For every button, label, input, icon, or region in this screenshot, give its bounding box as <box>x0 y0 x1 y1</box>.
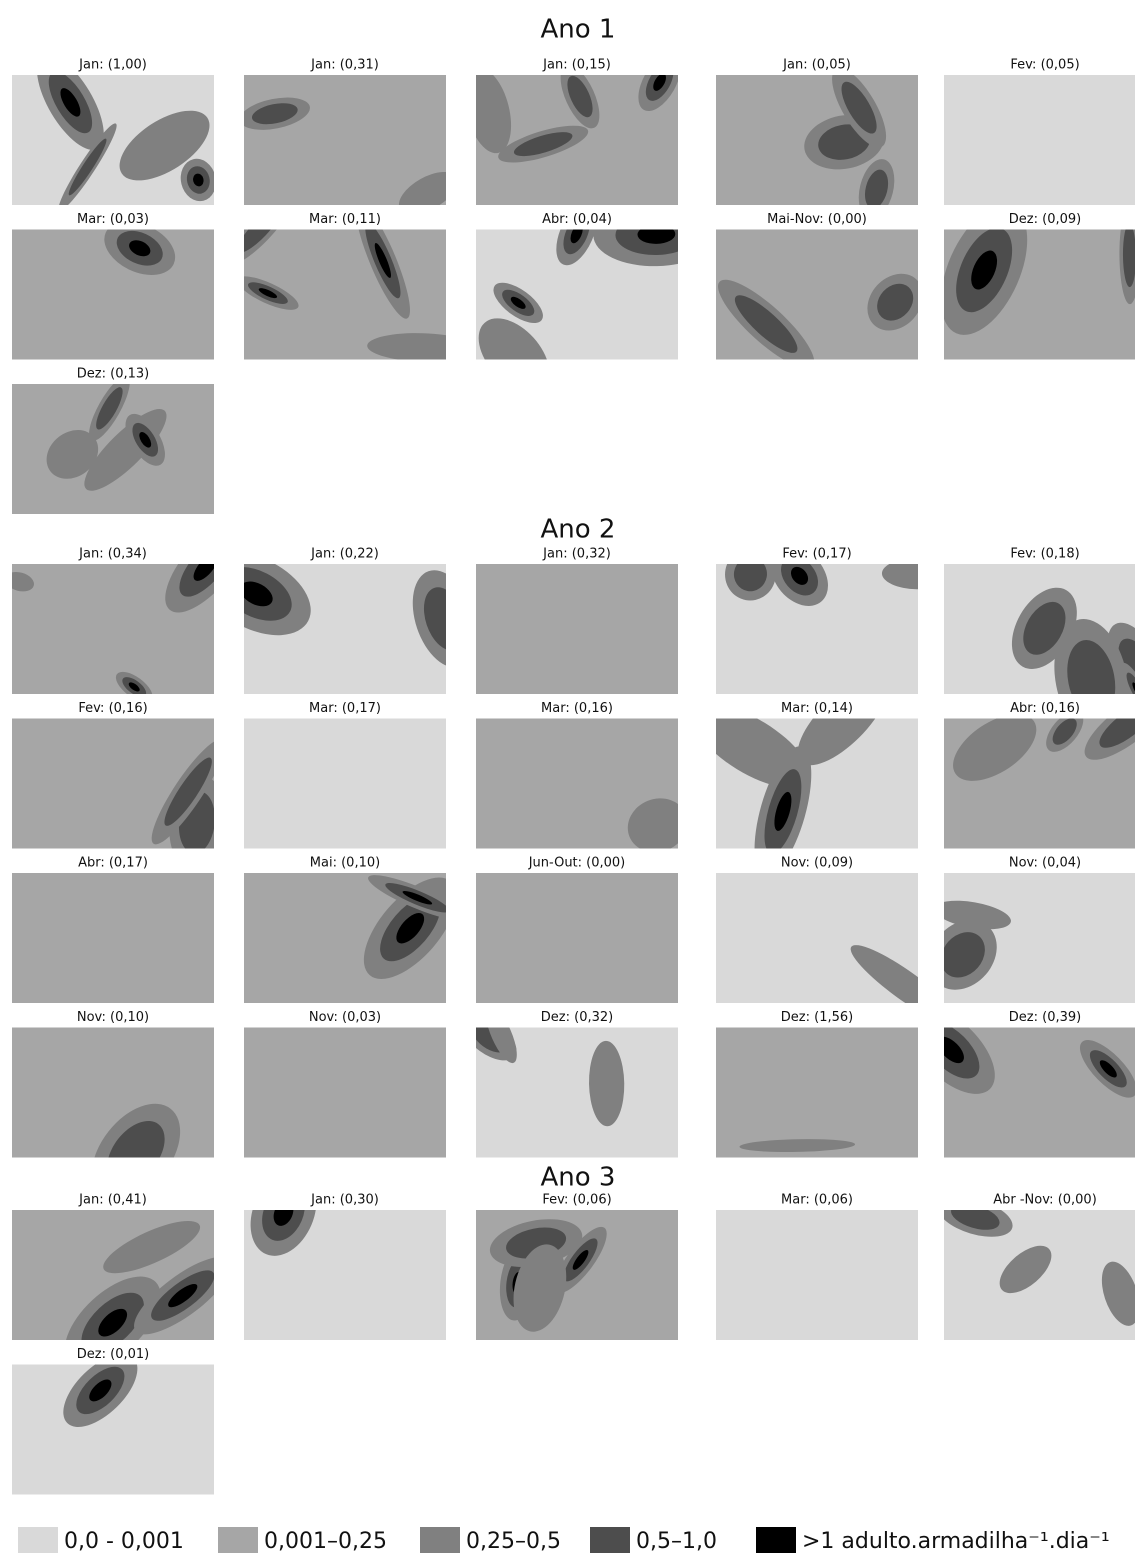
map-background <box>244 1028 446 1158</box>
panel-label: Jan: (0,05) <box>782 58 851 73</box>
map <box>476 564 678 694</box>
map-background <box>244 719 446 849</box>
panel-label: Mai: (0,10) <box>310 856 380 871</box>
panel-label: Dez: (0,32) <box>541 1010 613 1025</box>
section-title: Ano 2 <box>541 515 616 545</box>
section-title: Ano 3 <box>541 1163 616 1193</box>
panel-label: Jan: (1,00) <box>78 58 147 73</box>
map <box>12 1341 214 1494</box>
map-background <box>476 873 678 1003</box>
map <box>238 1160 446 1340</box>
map <box>455 1002 678 1158</box>
panel-label: Abr: (0,17) <box>78 856 148 871</box>
panel-label: Dez: (0,09) <box>1009 212 1081 227</box>
map <box>237 75 464 223</box>
map <box>12 371 214 514</box>
legend-label: 0,5–1,0 <box>636 1529 717 1554</box>
panel-label: Jan: (0,32) <box>542 547 611 562</box>
panel-label: Dez: (0,13) <box>77 367 149 382</box>
panel-label: Jan: (0,34) <box>78 547 147 562</box>
panel-label: Jan: (0,30) <box>310 1193 379 1208</box>
map <box>244 862 473 1003</box>
map-background <box>716 1028 918 1158</box>
map <box>716 1210 918 1340</box>
map <box>476 1210 678 1340</box>
panel-label: Dez: (0,39) <box>1009 1010 1081 1025</box>
panel-label: Abr: (0,04) <box>542 212 612 227</box>
map <box>680 662 918 882</box>
map <box>465 196 720 405</box>
panel-label: Mar: (0,17) <box>309 701 381 716</box>
legend-swatch <box>756 1527 796 1553</box>
map <box>3 509 260 708</box>
panel-label: Nov: (0,10) <box>77 1010 149 1025</box>
map <box>716 60 918 222</box>
panel-label: Jan: (0,41) <box>78 1193 147 1208</box>
section-title: Ano 1 <box>541 15 616 45</box>
map <box>716 1028 918 1158</box>
map-background <box>476 564 678 694</box>
map-background <box>944 75 1135 205</box>
panel-label: Fev: (0,06) <box>542 1193 611 1208</box>
legend-label: 0,0 - 0,001 <box>64 1529 184 1554</box>
panel-label: Fev: (0,05) <box>1010 58 1079 73</box>
legend-label: 0,25–0,5 <box>466 1529 561 1554</box>
map <box>707 230 934 380</box>
map-background <box>12 873 214 1003</box>
panel-label: Abr: (0,16) <box>1010 701 1080 716</box>
map <box>933 1189 1135 1340</box>
panel-label: Mar: (0,03) <box>77 212 149 227</box>
panel-label: Mai-Nov: (0,00) <box>767 212 867 227</box>
panel-label: Abr -Nov: (0,00) <box>993 1193 1097 1208</box>
panel-label: Mar: (0,11) <box>309 212 381 227</box>
panel-label: Fev: (0,16) <box>78 701 147 716</box>
panel-label: Dez: (1,56) <box>781 1010 853 1025</box>
panel-label: Nov: (0,03) <box>309 1010 381 1025</box>
panel-label: Nov: (0,04) <box>1009 856 1081 871</box>
map <box>244 1028 446 1158</box>
map <box>12 719 234 874</box>
map <box>476 873 678 1003</box>
legend-swatch <box>218 1527 258 1553</box>
map <box>12 873 214 1003</box>
legend-swatch <box>590 1527 630 1553</box>
panel-label: Jan: (0,31) <box>310 58 379 73</box>
legend-swatch <box>18 1527 58 1553</box>
panel-label: Jan: (0,15) <box>542 58 611 73</box>
map <box>476 719 696 862</box>
panel-label: Fev: (0,17) <box>782 547 851 562</box>
legend-label: >1 adulto.armadilha⁻¹.dia⁻¹ <box>802 1529 1110 1554</box>
legend-label: 0,001–0,25 <box>264 1529 387 1554</box>
legend-swatch <box>420 1527 460 1553</box>
figure: Ano 1 Jan: (1,00) Jan: (0,31) Jan: (0,15) Ja… <box>0 0 1135 1557</box>
panel-label: Fev: (0,18) <box>1010 547 1079 562</box>
map <box>12 211 214 360</box>
panel-label: Jan: (0,22) <box>310 547 379 562</box>
map <box>915 873 1135 1003</box>
map <box>12 1028 214 1219</box>
map <box>944 564 1135 745</box>
map-background <box>716 1210 918 1340</box>
panel-label: Mar: (0,16) <box>541 701 613 716</box>
panel-label: Nov: (0,09) <box>781 856 853 871</box>
map <box>944 75 1135 205</box>
panel-label: Dez: (0,01) <box>77 1347 149 1362</box>
map <box>244 719 446 849</box>
panel-label: Mar: (0,14) <box>781 701 853 716</box>
panel-label: Jun-Out: (0,00) <box>528 856 626 871</box>
panel-label: Mar: (0,06) <box>781 1193 853 1208</box>
